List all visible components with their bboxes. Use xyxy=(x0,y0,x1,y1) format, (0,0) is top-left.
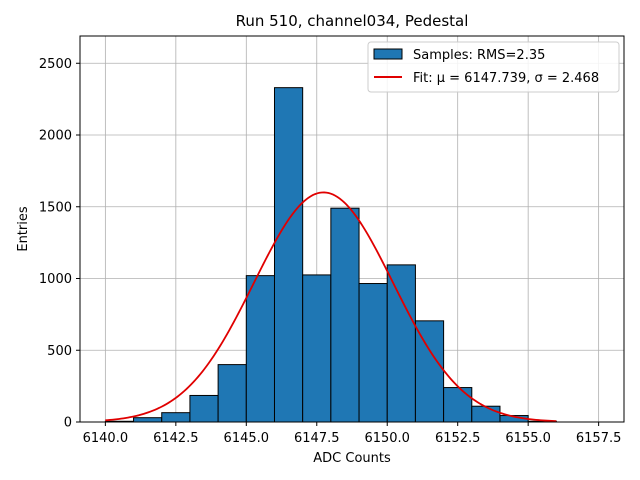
histogram-bar xyxy=(443,387,473,423)
y-tick-label: 2500 xyxy=(39,57,72,72)
x-tick-label: 6152.5 xyxy=(435,431,481,446)
histogram-bar xyxy=(189,394,219,423)
x-tick-label: 6150.0 xyxy=(364,431,410,446)
y-tick-label: 0 xyxy=(64,416,72,431)
legend-label-samples: Samples: RMS=2.35 xyxy=(413,48,545,63)
histogram-bar xyxy=(414,320,445,423)
histogram-bar xyxy=(217,364,247,423)
x-tick-label: 6140.0 xyxy=(83,431,129,446)
histogram-bar xyxy=(302,274,332,423)
histogram-bars xyxy=(104,87,557,423)
x-tick-label: 6157.5 xyxy=(576,431,622,446)
histogram-bar xyxy=(330,207,360,423)
x-tick-label: 6147.5 xyxy=(294,431,340,446)
fit-curve-layer xyxy=(105,191,557,423)
y-tick-label: 2000 xyxy=(39,129,72,144)
histogram-bar xyxy=(386,264,416,423)
x-axis-title: ADC Counts xyxy=(313,451,391,466)
fit-curve xyxy=(105,191,557,423)
y-tick-label: 1000 xyxy=(39,272,72,287)
legend-label-fit: Fit: μ = 6147.739, σ = 2.468 xyxy=(413,71,599,86)
plot-frame xyxy=(79,35,625,423)
legend-box xyxy=(367,41,620,93)
x-tick-label: 6155.0 xyxy=(505,431,551,446)
x-axis-ticks: 6140.0 6142.5 6145.0 6147.5 6150.0 6152.5 6155… xyxy=(83,422,622,446)
y-axis-ticks: 0 500 1000 1500 2000 2500 xyxy=(39,57,80,431)
histogram-bar xyxy=(273,87,304,423)
x-tick-label: 6142.5 xyxy=(153,431,199,446)
chart-title: Run 510, channel034, Pedestal xyxy=(236,12,469,30)
y-axis-title: Entries xyxy=(16,206,31,252)
x-tick-label: 6145.0 xyxy=(224,431,270,446)
histogram-bar xyxy=(358,283,388,423)
histogram-bar xyxy=(245,275,275,423)
legend-patch-samples xyxy=(373,48,403,60)
y-tick-label: 1500 xyxy=(39,200,72,215)
histogram-bar xyxy=(133,417,163,423)
histogram-bar xyxy=(471,405,501,423)
histogram-bar xyxy=(161,412,191,423)
legend: Samples: RMS=2.35 Fit: μ = 6147.739, σ =… xyxy=(367,41,620,93)
y-tick-label: 500 xyxy=(47,344,72,359)
